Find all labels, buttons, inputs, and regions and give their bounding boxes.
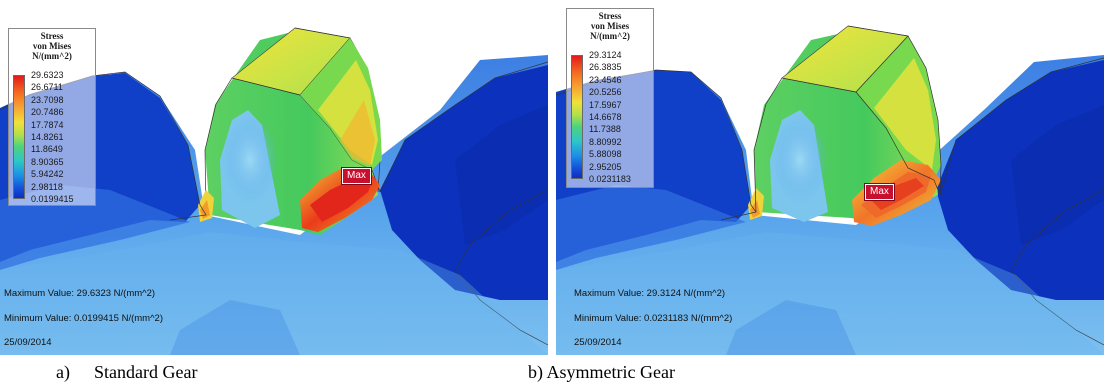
legend-value: 23.4546 [589, 74, 622, 85]
legend-value: 5.94242 [31, 169, 64, 180]
legend-value: 8.80992 [589, 136, 622, 147]
minimum-value-readout: Minimum Value: 0.0199415 N/(mm^2) [4, 313, 163, 324]
legend-value: 17.7874 [31, 119, 64, 130]
legend-value: 14.6678 [589, 112, 622, 122]
legend-value: 17.5967 [589, 99, 622, 110]
date-readout: 25/09/2014 [4, 337, 52, 348]
legend-value: 11.7388 [589, 124, 621, 135]
panel-standard-gear: Stress von Mises N/(mm^2) 29.6323 26.671… [0, 0, 548, 355]
caption-marker: b) [528, 362, 543, 382]
legend-value: 14.8261 [31, 132, 64, 142]
legend-value: 26.6711 [31, 82, 63, 93]
stress-legend: Stress von Mises N/(mm^2) 29.3124 26.383… [566, 8, 654, 188]
maximum-value-readout: Maximum Value: 29.3124 N/(mm^2) [574, 288, 726, 299]
legend-value: 11.8649 [31, 144, 63, 155]
fea-stress-plot-standard [0, 27, 548, 355]
legend-values: 29.6323 26.6711 23.7098 20.7486 17.7874 … [31, 70, 95, 204]
legend-value: 29.3124 [589, 50, 622, 60]
legend-value: 20.5256 [589, 87, 622, 98]
max-stress-marker: Max [342, 168, 371, 184]
caption-marker: a) [56, 362, 70, 382]
legend-value: 20.7486 [31, 107, 64, 118]
maximum-value-readout: Maximum Value: 29.6323 N/(mm^2) [4, 288, 156, 299]
legend-title: Stress von Mises N/(mm^2) [9, 31, 95, 61]
panel-asymmetric-gear: Stress von Mises N/(mm^2) 29.3124 26.383… [556, 0, 1104, 355]
legend-title-line: Stress [40, 31, 64, 41]
caption-standard-gear: a) Standard Gear [56, 361, 197, 383]
caption-text: Standard Gear [94, 362, 198, 382]
caption-asymmetric-gear: b) Asymmetric Gear [528, 361, 675, 383]
legend-title: Stress von Mises N/(mm^2) [567, 11, 653, 41]
legend-value: 23.7098 [31, 94, 64, 105]
max-stress-marker: Max [865, 184, 894, 200]
legend-value: 5.88098 [589, 149, 622, 160]
legend-title-line: von Mises [32, 41, 72, 51]
caption-text: Asymmetric Gear [546, 362, 675, 382]
legend-colorbar [13, 75, 25, 199]
legend-title-line: N/(mm^2) [590, 31, 630, 41]
legend-value: 29.6323 [31, 70, 64, 80]
legend-value: 8.90365 [31, 156, 64, 167]
legend-value: 26.3835 [589, 62, 622, 73]
date-readout: 25/09/2014 [574, 337, 622, 348]
minimum-value-readout: Minimum Value: 0.0231183 N/(mm^2) [574, 313, 733, 324]
legend-title-line: von Mises [590, 21, 630, 31]
legend-title-line: N/(mm^2) [32, 51, 72, 61]
legend-value: 0.0231183 [589, 174, 631, 184]
legend-value: 0.0199415 [31, 194, 74, 204]
legend-colorbar [571, 55, 583, 179]
legend-value: 2.98118 [31, 181, 63, 192]
legend-values: 29.3124 26.3835 23.4546 20.5256 17.5967 … [589, 50, 653, 184]
legend-value: 2.95205 [589, 161, 622, 172]
legend-title-line: Stress [598, 11, 622, 21]
stress-legend: Stress von Mises N/(mm^2) 29.6323 26.671… [8, 28, 96, 206]
